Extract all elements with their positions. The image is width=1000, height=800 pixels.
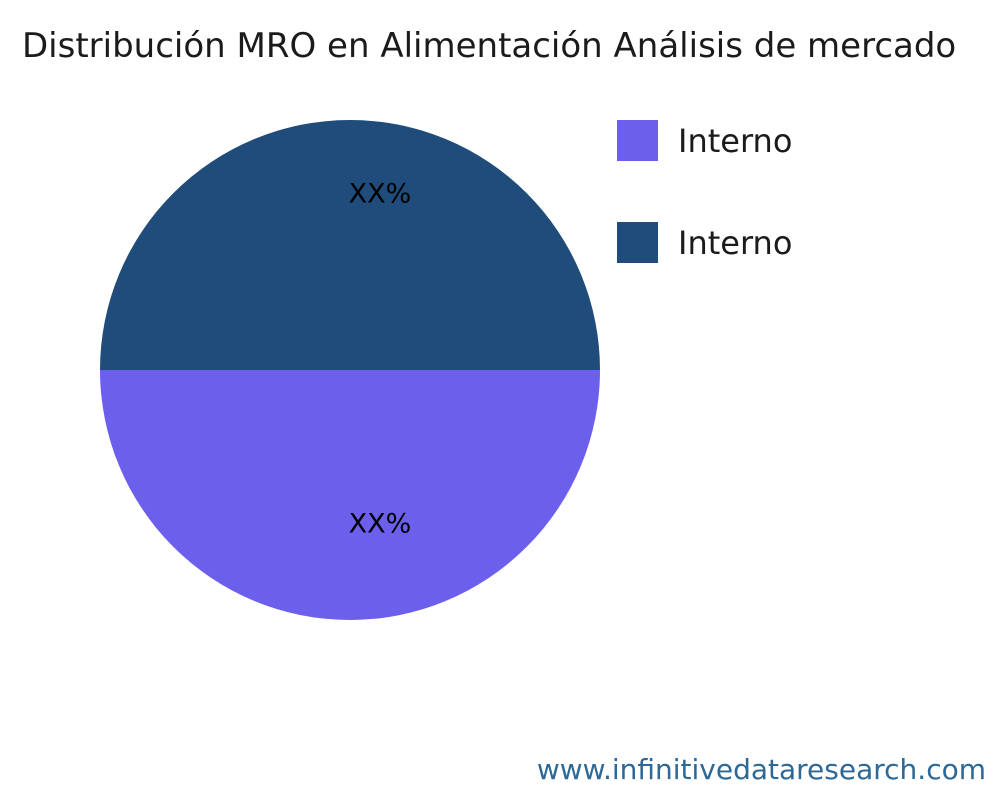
pie-percentage-label-top: XX% [348,178,412,210]
pie-slice-bottom [100,370,600,620]
pie-slice-top [100,120,600,370]
legend-item-purple: Interno [617,120,792,161]
pie-percentage-label-bottom: XX% [348,508,412,540]
legend-swatch-navy [617,222,658,263]
pie-chart: XX% XX% [100,120,600,620]
legend-item-navy: Interno [617,222,792,263]
legend-swatch-purple [617,120,658,161]
footer-website-url[interactable]: www.infinitivedataresearch.com [536,753,986,786]
chart-title: Distribución MRO en Alimentación Análisi… [22,26,957,66]
legend-label-purple: Interno [678,121,793,160]
legend: Interno Interno [617,120,792,263]
legend-label-navy: Interno [678,223,793,262]
